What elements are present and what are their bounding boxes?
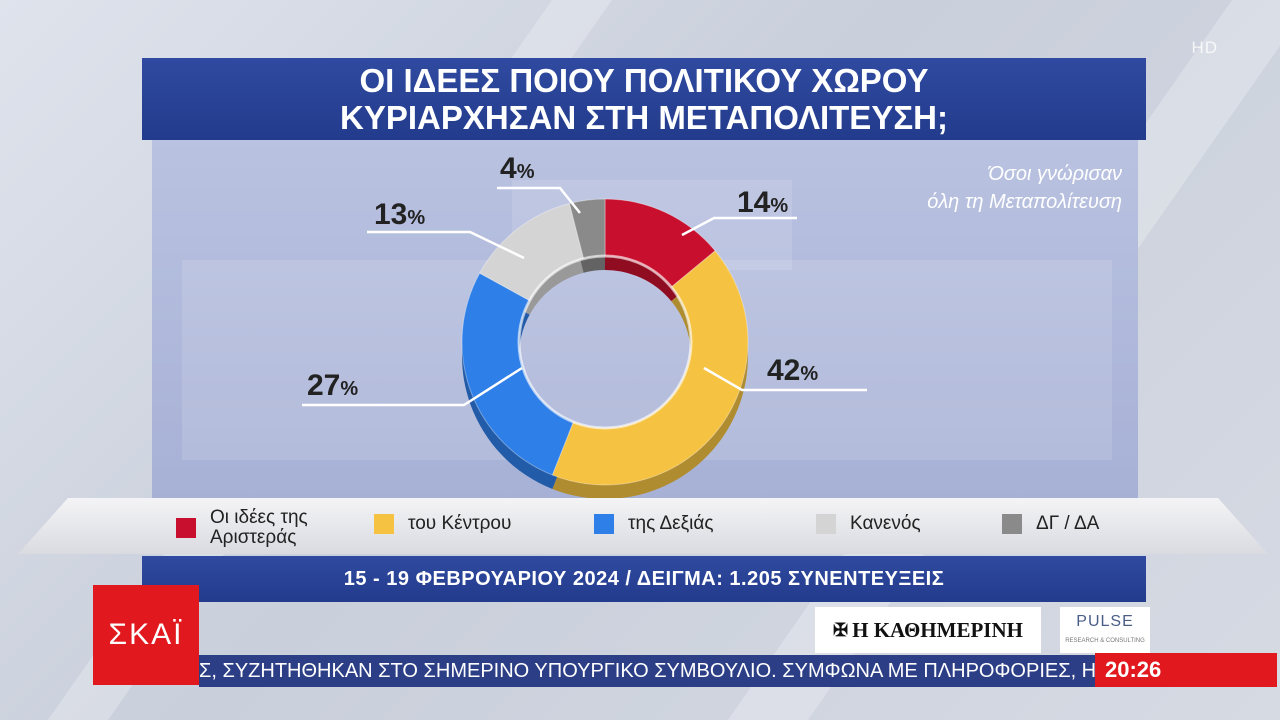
newspaper-name: Η ΚΑΘΗΜΕΡΙΝΗ (852, 617, 1023, 642)
donut-inner-rim (517, 254, 693, 430)
legend-swatch (176, 518, 196, 538)
slice-left-leader-line (681, 216, 797, 237)
legend-label: Οι ιδέες της Αριστεράς (210, 508, 308, 548)
slice-right-leader-line (302, 366, 523, 407)
legend-label-line-2: Αριστεράς (210, 527, 297, 548)
slice-none-data-label: 13% (374, 198, 425, 231)
legend-label: Κανενός (850, 513, 921, 534)
title-line-2: ΚΥΡΙΑΡΧΗΣΑΝ ΣΤΗ ΜΕΤΑΠΟΛΙΤΕΥΣΗ; (340, 99, 948, 136)
subtitle-line-2: όλη τη Μεταπολίτευση (927, 191, 1122, 213)
legend-item-right: της Δεξιάς (594, 514, 714, 534)
survey-date-sample: 15 - 19 ΦΕΒΡΟΥΑΡΙΟΥ 2024 / ΔΕΙΓΜΑ: 1.205… (142, 556, 1146, 602)
legend-item-left: Οι ιδέες της Αριστεράς (176, 508, 308, 548)
newspaper-emblem-icon: ✠ (833, 619, 849, 640)
legend-swatch (594, 514, 614, 534)
legend-label-line-1: Οι ιδέες της (210, 507, 308, 528)
slice-dk-na-leader-line (497, 186, 581, 214)
legend-item-dk-na: ΔΓ / ΔΑ (1002, 514, 1099, 534)
data-labels: 14% 42% 27% 13% 4% (307, 152, 818, 402)
legend-label: ΔΓ / ΔΑ (1036, 513, 1100, 534)
pollster-name: PULSE (1076, 613, 1134, 630)
news-ticker: Σ, ΣΥΖΗΤΗΘΗΚΑΝ ΣΤΟ ΣΗΜΕΡΙΝΟ ΥΠΟΥΡΓΙΚΟ ΣΥ… (199, 655, 1095, 687)
chart-subtitle: Όσοι γνώρισαν όλη τη Μεταπολίτευση (820, 160, 1122, 216)
legend-swatch (1002, 514, 1022, 534)
slice-center-data-label: 42% (767, 354, 818, 387)
slice-right (461, 272, 574, 476)
subtitle-line-1: Όσοι γνώρισαν (987, 163, 1122, 185)
kathimerini-logo: ✠ Η ΚΑΘΗΜΕΡΙΝΗ (815, 607, 1041, 653)
legend-swatch (816, 514, 836, 534)
legend-item-center: του Κέντρου (374, 514, 511, 534)
legend-item-none: Κανενός (816, 514, 921, 534)
channel-logo: ΣΚΑΪ (93, 585, 199, 685)
slice-dk-na-data-label: 4% (500, 152, 535, 185)
slice-center-leader-line (703, 366, 867, 392)
slice-right-data-label: 27% (307, 369, 358, 402)
label-leaders (302, 186, 867, 407)
title-line-1: ΟΙ ΙΔΕΕΣ ΠΟΙΟΥ ΠΟΛΙΤΙΚΟΥ ΧΩΡΟΥ (359, 62, 929, 99)
chart-title: ΟΙ ΙΔΕΕΣ ΠΟΙΟΥ ΠΟΛΙΤΙΚΟΥ ΧΩΡΟΥ ΚΥΡΙΑΡΧΗΣ… (142, 58, 1146, 140)
donut-chart: 14% 42% 27% 13% 4% (302, 152, 867, 498)
clock: 20:26 (1095, 653, 1277, 687)
legend-swatch (374, 514, 394, 534)
pulse-logo: PULSE RESEARCH & CONSULTING (1060, 607, 1150, 653)
pollster-tagline: RESEARCH & CONSULTING (1065, 638, 1145, 644)
slice-none-leader-line (367, 230, 525, 260)
hd-badge: HD (1191, 38, 1218, 57)
donut-slices (461, 198, 749, 498)
legend-label: του Κέντρου (408, 513, 512, 534)
legend: Οι ιδέες της Αριστεράς του Κέντρου της Δ… (18, 498, 1268, 554)
legend-label: της Δεξιάς (628, 513, 714, 534)
slice-center (551, 250, 749, 486)
slice-left-data-label: 14% (737, 186, 788, 219)
